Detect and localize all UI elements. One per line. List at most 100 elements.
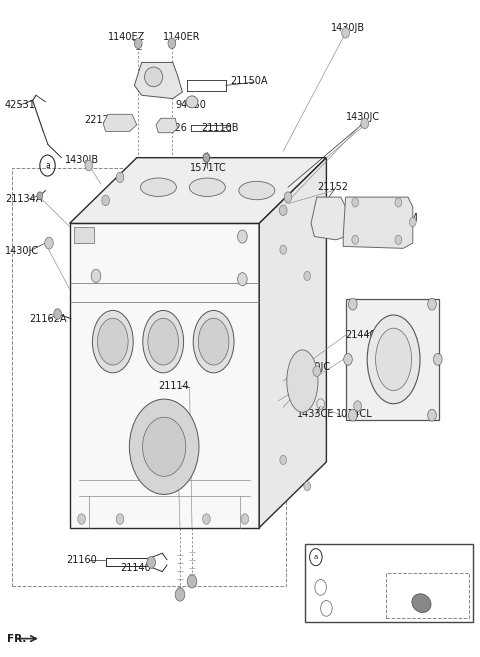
Text: 94750: 94750: [175, 100, 206, 110]
Polygon shape: [311, 197, 346, 240]
Circle shape: [304, 271, 311, 281]
Text: 42531: 42531: [5, 100, 36, 110]
Text: 1430JC: 1430JC: [5, 246, 39, 256]
Text: 43112: 43112: [346, 202, 376, 212]
Text: 1751GI: 1751GI: [316, 591, 346, 600]
Ellipse shape: [130, 399, 199, 494]
Text: 21160: 21160: [66, 555, 97, 566]
Circle shape: [45, 237, 53, 249]
Text: 24126: 24126: [156, 123, 187, 133]
Circle shape: [344, 353, 352, 365]
Circle shape: [54, 309, 61, 319]
Ellipse shape: [375, 328, 411, 390]
Text: 21114: 21114: [158, 381, 189, 392]
Circle shape: [279, 205, 287, 215]
Circle shape: [428, 298, 436, 310]
Circle shape: [91, 269, 101, 283]
Circle shape: [280, 245, 287, 254]
Text: 21150A: 21150A: [230, 76, 268, 87]
Circle shape: [134, 38, 142, 49]
Circle shape: [395, 198, 402, 207]
Circle shape: [304, 482, 311, 491]
Circle shape: [203, 514, 210, 524]
Circle shape: [395, 235, 402, 244]
Circle shape: [203, 153, 210, 162]
Bar: [12, 168, 286, 586]
Circle shape: [241, 514, 249, 524]
Ellipse shape: [193, 311, 234, 373]
Circle shape: [280, 455, 287, 464]
Polygon shape: [74, 227, 94, 243]
Circle shape: [147, 556, 156, 568]
Polygon shape: [346, 299, 439, 420]
Circle shape: [238, 230, 247, 243]
Circle shape: [352, 198, 359, 207]
Circle shape: [143, 417, 186, 476]
Ellipse shape: [97, 318, 128, 365]
Text: 21140: 21140: [120, 563, 151, 574]
Text: a: a: [45, 161, 50, 170]
Ellipse shape: [198, 318, 229, 365]
Ellipse shape: [239, 181, 275, 200]
Text: 21114A: 21114A: [150, 409, 187, 419]
Text: 21152: 21152: [317, 182, 348, 193]
Text: 1430JC: 1430JC: [297, 361, 331, 372]
Polygon shape: [70, 158, 326, 223]
Text: 1430JB: 1430JB: [331, 22, 365, 33]
Bar: [305, 544, 473, 622]
Circle shape: [168, 38, 176, 49]
Ellipse shape: [367, 315, 420, 403]
Ellipse shape: [144, 67, 163, 87]
Circle shape: [342, 28, 349, 38]
Text: 1430JC: 1430JC: [346, 112, 380, 122]
Circle shape: [313, 366, 321, 376]
Text: 21440: 21440: [346, 330, 376, 340]
Circle shape: [361, 118, 369, 129]
Circle shape: [78, 514, 85, 524]
Circle shape: [284, 192, 292, 202]
Polygon shape: [156, 118, 178, 133]
Circle shape: [116, 514, 124, 524]
Ellipse shape: [287, 350, 318, 413]
Circle shape: [85, 160, 93, 171]
Circle shape: [433, 353, 442, 365]
Ellipse shape: [143, 311, 184, 373]
Circle shape: [187, 575, 197, 588]
Ellipse shape: [140, 178, 177, 196]
Text: 1140EZ: 1140EZ: [108, 32, 145, 42]
Text: FR.: FR.: [7, 633, 26, 644]
Circle shape: [175, 588, 185, 601]
Text: 1571TC: 1571TC: [190, 162, 227, 173]
Circle shape: [409, 217, 416, 227]
Text: 1433CE: 1433CE: [297, 409, 334, 419]
Text: 1140ER: 1140ER: [163, 32, 201, 42]
Circle shape: [348, 409, 357, 421]
Text: a: a: [314, 554, 318, 560]
Text: 21133: 21133: [311, 578, 342, 589]
Text: 21162A: 21162A: [29, 314, 66, 325]
Text: 21134A: 21134A: [5, 194, 42, 204]
Text: 21314A: 21314A: [384, 590, 421, 600]
Ellipse shape: [148, 318, 179, 365]
Polygon shape: [343, 197, 413, 248]
Text: 21110B: 21110B: [202, 123, 239, 133]
Circle shape: [77, 230, 86, 243]
Text: 1430JB: 1430JB: [65, 155, 99, 166]
Polygon shape: [70, 223, 259, 528]
Circle shape: [428, 409, 436, 421]
Text: 1014CM: 1014CM: [379, 213, 419, 223]
Circle shape: [354, 401, 361, 411]
Polygon shape: [259, 158, 326, 528]
Text: 21443: 21443: [379, 341, 410, 351]
Circle shape: [116, 172, 124, 183]
Circle shape: [348, 298, 357, 310]
Ellipse shape: [412, 594, 431, 612]
Text: (ALT.): (ALT.): [384, 578, 410, 589]
Ellipse shape: [92, 311, 133, 373]
Polygon shape: [103, 114, 137, 131]
Text: 22124B: 22124B: [84, 114, 122, 125]
Polygon shape: [134, 62, 182, 99]
Text: 21353R: 21353R: [139, 68, 177, 79]
Circle shape: [102, 195, 109, 206]
Ellipse shape: [189, 178, 226, 196]
